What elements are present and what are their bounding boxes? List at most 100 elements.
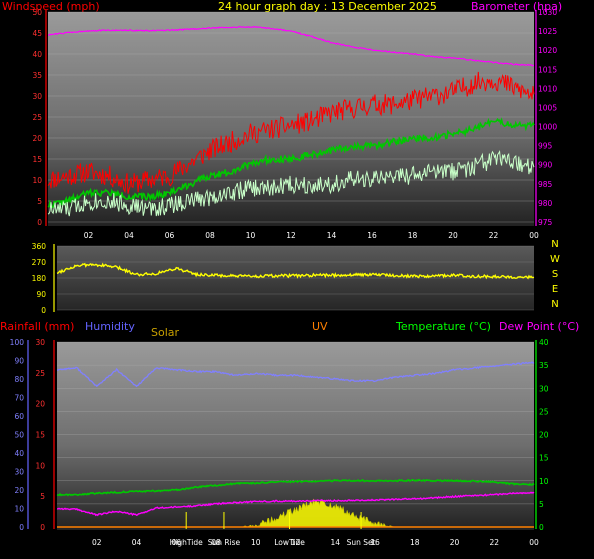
direction-series-line [56,262,535,280]
compass-label-n: N [551,239,558,250]
event-marker-label: HighTide [170,538,203,547]
environment-time-tick-label: 20 [450,538,460,547]
wind-time-tick-label: 10 [246,231,256,240]
humidity-tick-label: 30 [14,468,24,477]
legend-humidity: Humidity [85,320,135,333]
wind-tick-label: 5 [37,197,42,206]
barometer-tick-label: 1010 [538,84,557,93]
wind-time-tick-label: 00 [529,231,539,240]
environment-time-tick-label: 12 [291,538,301,547]
barometer-tick-label: 1030 [538,8,557,17]
event-marker-label: Sun Rise [208,538,241,547]
rain-tick-label: 20 [35,400,45,409]
legend-dewpoint: Dew Point (°C) [499,320,579,333]
wind-time-tick-label: 20 [448,231,458,240]
dewpoint-series-line [56,491,535,517]
direction-tick-label: 270 [32,258,47,267]
wind-time-tick-label: 14 [327,231,337,240]
compass-label-w: W [550,254,560,265]
humidity-tick-label: 10 [14,505,24,514]
barometer-tick-label: 1020 [538,46,557,55]
wind-time-tick-label: 16 [367,231,377,240]
barometer-tick-label: 995 [538,142,553,151]
temperature-tick-label: 5 [539,500,544,509]
direction-tick-label: 0 [41,306,46,315]
wind-time-tick-label: 08 [205,231,215,240]
barometer-tick-label: 1025 [538,27,557,36]
humidity-tick-label: 40 [14,449,24,458]
temperature-tick-label: 25 [539,407,549,416]
direction-tick-label: 360 [32,242,47,251]
humidity-tick-label: 60 [14,412,24,421]
temperature-tick-label: 35 [539,361,549,370]
panel-background-environment [57,342,534,530]
humidity-tick-label: 70 [14,394,24,403]
wind-time-tick-label: 18 [408,231,418,240]
temperature-tick-label: 40 [539,338,549,347]
windspeed-axis-title: Windspeed (mph) [2,0,100,13]
legend-temperature: Temperature (°C) [395,320,491,333]
barometer-tick-label: 1015 [538,65,557,74]
wind-tick-label: 30 [32,92,42,101]
windspeed-series-line [47,149,535,217]
barometer-tick-label: 1005 [538,103,557,112]
barometer-tick-label: 1000 [538,123,557,132]
wind-tick-label: 10 [32,176,42,185]
legend-rainfall: Rainfall (mm) [0,320,74,333]
compass-label-s: S [552,269,558,280]
barometer-tick-label: 980 [538,199,553,208]
wind-tick-label: 25 [32,113,42,122]
legend-uv: UV [312,320,328,333]
temperature-tick-label: 20 [539,431,549,440]
wind-tick-label: 20 [32,134,42,143]
wind-tick-label: 15 [32,155,42,164]
rain-tick-label: 25 [35,369,45,378]
direction-tick-label: 90 [36,290,46,299]
rain-tick-label: 5 [40,492,45,501]
wind-tick-label: 45 [32,29,42,38]
environment-time-tick-label: 06 [171,538,181,547]
temperature-series-line [56,478,535,497]
environment-time-tick-label: 08 [211,538,221,547]
environment-time-tick-label: 18 [410,538,420,547]
wind-tick-label: 50 [32,8,42,17]
wind-time-tick-label: 22 [489,231,499,240]
environment-time-tick-label: 14 [330,538,340,547]
environment-time-tick-label: 02 [92,538,102,547]
humidity-tick-label: 90 [14,357,24,366]
barometer-axis-title: Barometer (hpa) [471,0,562,13]
temperature-tick-label: 30 [539,384,549,393]
event-marker-label: Sun Set [347,538,376,547]
direction-tick-label: 180 [32,274,47,283]
environment-time-tick-label: 22 [489,538,499,547]
rain-tick-label: 30 [35,338,45,347]
barometer-tick-label: 985 [538,180,553,189]
humidity-tick-label: 80 [14,375,24,384]
wind-time-tick-label: 12 [286,231,296,240]
temperature-tick-label: 15 [539,454,549,463]
wind-time-tick-label: 06 [165,231,175,240]
wind-tick-label: 40 [32,50,42,59]
temperature-tick-label: 0 [539,523,544,532]
wind-tick-label: 0 [37,218,42,227]
wind-tick-label: 35 [32,71,42,80]
humidity-tick-label: 20 [14,486,24,495]
environment-time-tick-label: 00 [529,538,539,547]
avg-wind-series-line [47,117,535,209]
humidity-tick-label: 100 [10,338,25,347]
barometer-series-line [47,25,535,67]
rain-tick-label: 15 [35,431,45,440]
compass-label-n: N [551,299,558,310]
environment-time-tick-label: 16 [370,538,380,547]
compass-label-e: E [552,284,558,295]
temperature-tick-label: 10 [539,477,549,486]
environment-time-tick-label: 10 [251,538,261,547]
environment-time-tick-label: 04 [132,538,142,547]
rain-tick-label: 0 [40,523,45,532]
barometer-tick-label: 990 [538,161,553,170]
wind-time-tick-label: 02 [84,231,94,240]
humidity-series-line [56,361,535,388]
rain-tick-label: 10 [35,461,45,470]
graph-title: 24 hour graph day : 13 December 2025 [218,0,437,13]
